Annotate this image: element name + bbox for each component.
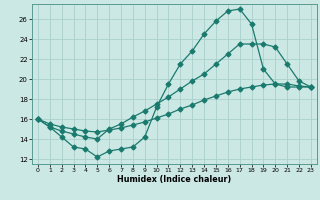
X-axis label: Humidex (Indice chaleur): Humidex (Indice chaleur) [117, 175, 232, 184]
